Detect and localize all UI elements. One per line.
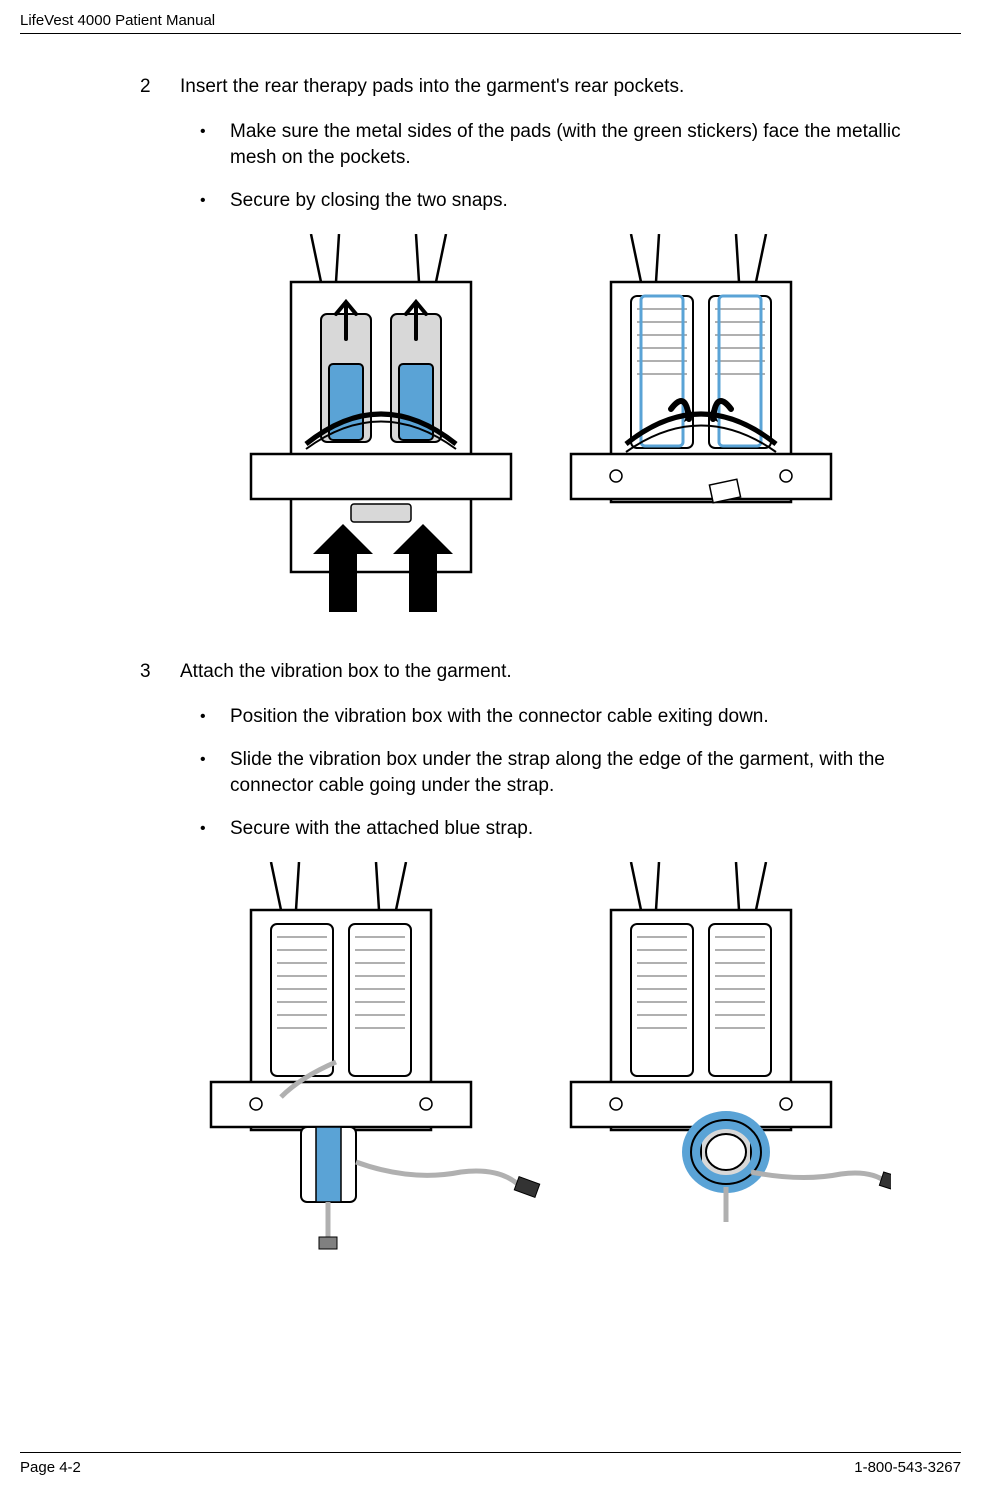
step-3-text: Attach the vibration box to the garment. (180, 659, 921, 686)
bullet-text: Position the vibration box with the conn… (230, 704, 921, 731)
bullet-text: Make sure the metal sides of the pads (w… (230, 119, 921, 172)
bullet-text: Secure with the attached blue strap. (230, 816, 921, 843)
step-2-bullets: • Make sure the metal sides of the pads … (140, 119, 921, 215)
bullet-marker-icon: • (200, 747, 230, 800)
bullet-item: • Position the vibration box with the co… (200, 704, 921, 731)
footer-page: Page 4-2 (20, 1459, 81, 1476)
figure-1 (140, 234, 921, 619)
bullet-item: • Secure with the attached blue strap. (200, 816, 921, 843)
figure-2-svg (171, 862, 891, 1262)
footer-phone: 1-800-543-3267 (854, 1459, 961, 1476)
bullet-marker-icon: • (200, 816, 230, 843)
step-3-line: 3 Attach the vibration box to the garmen… (140, 659, 921, 686)
bullet-text: Slide the vibration box under the strap … (230, 747, 921, 800)
step-2-number: 2 (140, 74, 180, 101)
bullet-marker-icon: • (200, 704, 230, 731)
page-content: 2 Insert the rear therapy pads into the … (20, 74, 961, 1452)
step-3-number: 3 (140, 659, 180, 686)
page-footer: Page 4-2 1-800-543-3267 (20, 1452, 961, 1476)
bullet-item: • Make sure the metal sides of the pads … (200, 119, 921, 172)
step-3: 3 Attach the vibration box to the garmen… (140, 659, 921, 842)
step-2-line: 2 Insert the rear therapy pads into the … (140, 74, 921, 101)
bullet-text: Secure by closing the two snaps. (230, 188, 921, 215)
bullet-item: • Slide the vibration box under the stra… (200, 747, 921, 800)
figure-2 (140, 862, 921, 1267)
step-2-text: Insert the rear therapy pads into the ga… (180, 74, 921, 101)
step-3-bullets: • Position the vibration box with the co… (140, 704, 921, 842)
bullet-marker-icon: • (200, 188, 230, 215)
figure-1-svg (221, 234, 841, 614)
header-title: LifeVest 4000 Patient Manual (20, 12, 961, 29)
bullet-marker-icon: • (200, 119, 230, 172)
step-2: 2 Insert the rear therapy pads into the … (140, 74, 921, 214)
bullet-item: • Secure by closing the two snaps. (200, 188, 921, 215)
page-header: LifeVest 4000 Patient Manual (20, 12, 961, 34)
